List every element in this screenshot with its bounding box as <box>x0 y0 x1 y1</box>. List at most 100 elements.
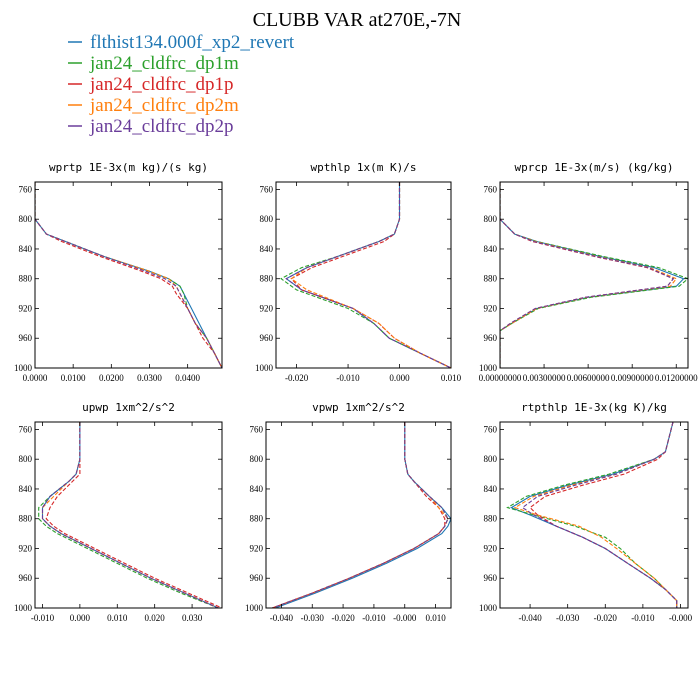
series-line <box>280 182 451 368</box>
y-tick-label: 920 <box>484 303 498 313</box>
y-tick-label: 800 <box>19 454 33 464</box>
series-line <box>275 422 451 608</box>
y-tick-label: 800 <box>260 214 274 224</box>
series-line <box>500 182 675 368</box>
x-tick-label: 0.010 <box>107 613 128 623</box>
y-tick-label: 960 <box>250 573 264 583</box>
chart-panel: wprtp 1E-3x(m kg)/(s kg) 760 800 840 880 920 9… <box>14 161 223 383</box>
y-tick-label: 920 <box>250 543 264 553</box>
plot-frame <box>275 181 452 369</box>
y-tick-label: 760 <box>484 424 498 434</box>
y-tick-label: 960 <box>484 333 498 343</box>
y-tick-label: 1000 <box>14 363 33 373</box>
y-tick-label: 880 <box>19 514 33 524</box>
x-tick-label: -0.000 <box>669 613 693 623</box>
panel-title: wprtp 1E-3x(m kg)/(s kg) <box>49 161 208 174</box>
series-line <box>500 182 678 368</box>
series-group <box>35 182 222 368</box>
x-tick-label: 0.00900000 <box>611 373 654 383</box>
series-line <box>272 422 449 608</box>
x-tick-label: -0.030 <box>301 613 325 623</box>
x-tick-label: -0.040 <box>270 613 294 623</box>
legend-label: jan24_cldfrc_dp1p <box>89 74 234 95</box>
series-group <box>280 182 451 368</box>
series-line <box>35 182 222 368</box>
panel-title: wpthlp 1x(m K)/s <box>311 161 417 174</box>
series-line <box>510 422 678 608</box>
x-tick-label: 0.01200000 <box>655 373 698 383</box>
series-line <box>285 182 451 368</box>
series-line <box>506 422 678 608</box>
y-tick-label: 760 <box>19 424 33 434</box>
chart-panel: upwp 1xm^2/s^2 760 800 840 880 920 960 1000-0.0… <box>14 401 223 623</box>
series-line <box>38 422 219 608</box>
series-line <box>521 422 678 608</box>
y-tick-label: 840 <box>19 244 33 254</box>
y-tick-label: 1000 <box>479 363 498 373</box>
series-line <box>41 422 219 608</box>
y-tick-label: 800 <box>250 454 264 464</box>
legend-label: flthist134.000f_xp2_revert <box>90 32 295 53</box>
series-line <box>35 182 222 368</box>
plot-frame <box>34 181 223 369</box>
series-line <box>500 182 688 368</box>
x-tick-label: -0.000 <box>393 613 417 623</box>
y-tick-label: 840 <box>484 484 498 494</box>
legend: flthist134.000f_xp2_revertjan24_cldfrc_d… <box>68 32 295 137</box>
x-tick-label: -0.030 <box>556 613 580 623</box>
y-tick-label: 760 <box>250 424 264 434</box>
y-tick-label: 880 <box>19 274 33 284</box>
series-group <box>500 182 688 368</box>
x-tick-label: -0.010 <box>336 373 360 383</box>
y-tick-label: 920 <box>19 303 33 313</box>
plot-frame <box>34 421 223 609</box>
y-tick-label: 960 <box>19 573 33 583</box>
series-group <box>38 422 222 608</box>
chart-panel: vpwp 1xm^2/s^2 760 800 840 880 920 960 1000 -0.0… <box>245 401 452 623</box>
legend-label: jan24_cldfrc_dp1m <box>89 53 239 74</box>
x-tick-label: 0.010 <box>425 613 446 623</box>
x-tick-label: -0.040 <box>518 613 542 623</box>
y-tick-label: 1000 <box>479 603 498 613</box>
y-tick-label: 760 <box>19 184 33 194</box>
y-tick-label: 1000 <box>14 603 33 613</box>
y-tick-label: 840 <box>260 244 274 254</box>
x-tick-label: 0.00600000 <box>567 373 610 383</box>
x-tick-label: 0.0400 <box>175 373 200 383</box>
y-tick-label: 800 <box>484 454 498 464</box>
y-tick-label: 760 <box>260 184 274 194</box>
x-tick-label: -0.020 <box>285 373 309 383</box>
y-tick-label: 880 <box>250 514 264 524</box>
x-tick-label: 0.00300000 <box>523 373 566 383</box>
y-tick-label: 760 <box>484 184 498 194</box>
series-line <box>35 182 222 368</box>
series-line <box>35 182 222 368</box>
y-tick-label: 960 <box>484 573 498 583</box>
y-tick-label: 1000 <box>245 603 264 613</box>
series-line <box>285 182 451 368</box>
series-line <box>272 422 449 608</box>
plot-frame <box>499 421 689 609</box>
x-tick-label: 0.0000 <box>23 373 48 383</box>
series-line <box>272 422 449 608</box>
y-tick-label: 1000 <box>255 363 274 373</box>
chart-panel: wpthlp 1x(m K)/s 760 800 840 880 920 960 1000 -0… <box>255 161 462 383</box>
y-tick-label: 800 <box>484 214 498 224</box>
x-tick-label: 0.0300 <box>137 373 162 383</box>
x-tick-label: 0.00000000 <box>479 373 522 383</box>
y-tick-label: 840 <box>484 244 498 254</box>
x-tick-label: -0.010 <box>631 613 655 623</box>
x-tick-label: 0.0100 <box>61 373 86 383</box>
series-line <box>529 422 678 608</box>
legend-label: jan24_cldfrc_dp2m <box>89 95 239 116</box>
panel-title: rtpthlp 1E-3x(kg K)/kg <box>521 401 667 414</box>
series-line <box>500 182 685 368</box>
x-tick-label: -0.010 <box>31 613 55 623</box>
series-line <box>35 182 222 368</box>
series-line <box>45 422 222 608</box>
legend-label: jan24_cldfrc_dp2p <box>89 116 234 137</box>
series-line <box>272 422 446 608</box>
series-line <box>41 422 219 608</box>
chart-panel: wprcp 1E-3x(m/s) (kg/kg) 760 800 840 880 920 9… <box>479 161 699 383</box>
